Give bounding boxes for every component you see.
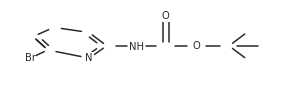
Text: NH: NH — [129, 42, 144, 52]
Text: N: N — [85, 53, 93, 63]
Text: O: O — [162, 11, 170, 21]
Text: O: O — [193, 41, 200, 51]
Text: Br: Br — [25, 53, 36, 63]
